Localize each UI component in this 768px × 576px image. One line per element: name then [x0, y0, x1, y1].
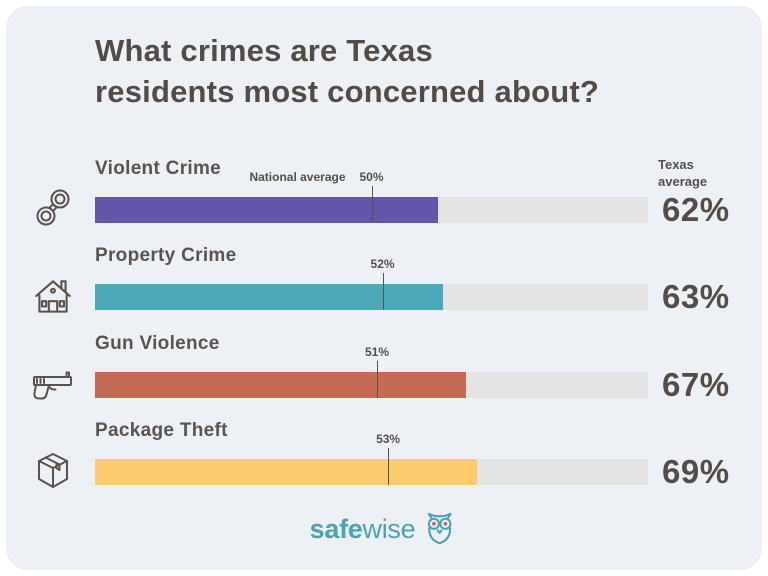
owl-icon [420, 510, 458, 548]
handcuffs-icon [29, 186, 77, 234]
bar-track: 52% [95, 257, 648, 310]
bar-track: 51% [95, 345, 648, 398]
brand-wordmark-safe: safe [309, 513, 363, 544]
bar-row-package-theft: Package Theft 53% 69% [38, 420, 729, 490]
category-label: Violent Crime [95, 158, 222, 179]
bar-fill [95, 372, 466, 398]
bar-row-violent-crime: Violent Crime National average 50% 62% [36, 158, 729, 228]
bar-row-property-crime: Property Crime 52% 63% [35, 245, 729, 315]
bar-fill [95, 197, 438, 223]
brand-wordmark: safewise [310, 514, 416, 545]
national-average-tick [382, 273, 384, 310]
national-average-prefix: National average [249, 170, 346, 184]
page-title: What crimes are Texas residents most con… [95, 30, 599, 112]
house-icon [29, 273, 77, 321]
bar-fill [95, 284, 444, 310]
texas-average-value: 67% [662, 366, 730, 403]
bar-track: 53% [95, 432, 648, 485]
national-average-value: 50% [359, 170, 384, 184]
national-average-tick [377, 361, 379, 398]
texas-average-value: 69% [662, 453, 730, 490]
national-average-tick [371, 186, 373, 223]
texas-average-header-line1: Texas [658, 157, 694, 172]
texas-average-value: 63% [662, 278, 730, 315]
package-icon [29, 448, 77, 496]
texas-average-header: Texas average [658, 156, 707, 190]
category-label: Property Crime [95, 245, 237, 266]
bar-row-gun-violence: Gun Violence 51% 67% [33, 333, 729, 403]
national-average-value: 53% [376, 432, 401, 446]
title-line-1: What crimes are Texas [95, 33, 433, 68]
texas-average-header-line2: average [658, 174, 708, 189]
texas-average-value: 62% [662, 191, 730, 228]
brand-wordmark-wise: wise [362, 513, 416, 544]
bar-track: National average 50% [95, 170, 648, 223]
national-average-value: 51% [365, 345, 390, 359]
title-line-2: residents most concerned about? [95, 74, 600, 109]
category-label: Gun Violence [95, 333, 220, 354]
brand-logo: safewise [310, 510, 459, 548]
category-label: Package Theft [95, 420, 228, 441]
national-average-tick [388, 448, 390, 485]
pistol-icon [29, 361, 77, 409]
bar-fill [95, 459, 477, 485]
infographic-card: What crimes are Texas residents most con… [6, 6, 762, 570]
national-average-value: 52% [370, 257, 395, 271]
